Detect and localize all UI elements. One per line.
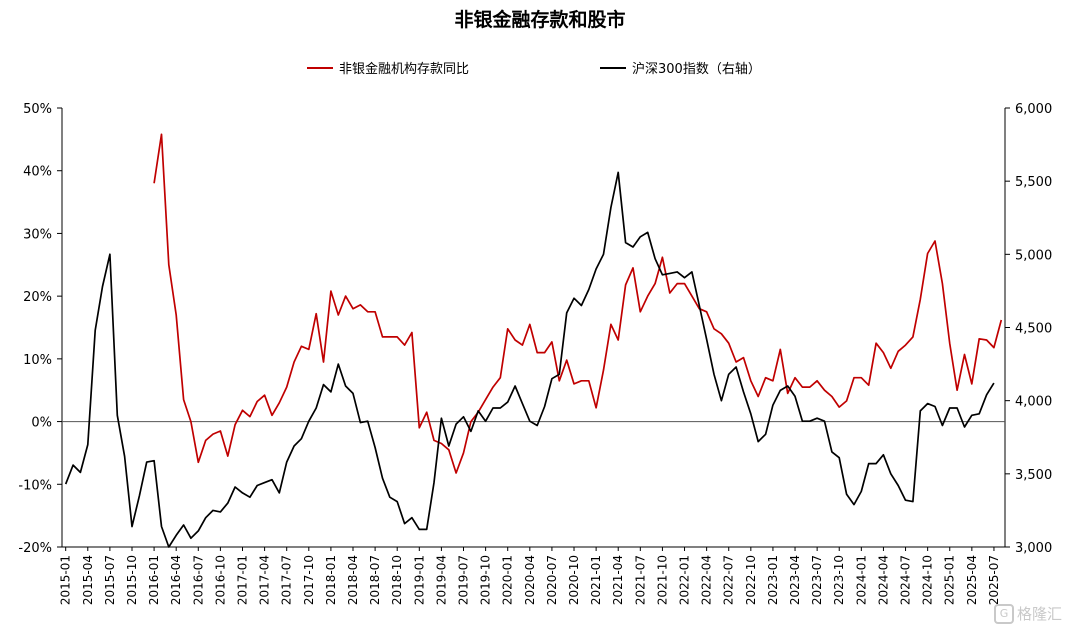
series-lines bbox=[64, 133, 1003, 548]
x-tick-label: 2023-04 bbox=[788, 555, 802, 605]
x-tick-label: 2019-10 bbox=[479, 555, 493, 605]
x-tick-label: 2019-04 bbox=[434, 555, 448, 605]
x-tick-label: 2018-01 bbox=[324, 555, 338, 605]
x-tick-label: 2020-10 bbox=[567, 555, 581, 605]
series-line-csi300 bbox=[64, 171, 995, 548]
x-tick-label: 2023-01 bbox=[766, 555, 780, 605]
watermark: G 格隆汇 bbox=[993, 603, 1062, 624]
x-tick-label: 2025-04 bbox=[965, 555, 979, 605]
x-tick-label: 2021-04 bbox=[611, 555, 625, 605]
x-tick-label: 2022-01 bbox=[678, 555, 692, 605]
x-tick-label: 2019-07 bbox=[457, 555, 471, 605]
left-tick-label: 40% bbox=[23, 165, 52, 180]
x-tick-label: 2018-10 bbox=[390, 555, 404, 605]
x-tick-label: 2021-01 bbox=[589, 555, 603, 605]
right-tick-label: 5,500 bbox=[1015, 175, 1052, 190]
left-tick-label: 0% bbox=[31, 416, 52, 431]
x-tick-label: 2022-07 bbox=[722, 555, 736, 605]
x-axis-ticks: 2015-01 2015-04 2015-07 2015-10 2016-01 2016-… bbox=[59, 547, 1001, 605]
x-tick-label: 2018-07 bbox=[368, 555, 382, 605]
left-tick-label: 10% bbox=[23, 353, 52, 368]
x-tick-label: 2015-10 bbox=[125, 555, 139, 605]
x-tick-label: 2023-10 bbox=[832, 555, 846, 605]
x-tick-label: 2021-07 bbox=[633, 555, 647, 605]
x-tick-label: 2015-04 bbox=[81, 555, 95, 605]
x-tick-label: 2022-10 bbox=[744, 555, 758, 605]
x-tick-label: 2015-01 bbox=[59, 555, 73, 605]
x-tick-label: 2019-01 bbox=[412, 555, 426, 605]
right-tick-label: 5,000 bbox=[1015, 248, 1052, 263]
chart-title: 非银金融存款和股市 bbox=[454, 8, 625, 31]
left-tick-label: 30% bbox=[23, 227, 52, 242]
x-tick-label: 2016-04 bbox=[169, 555, 183, 605]
x-tick-label: 2016-01 bbox=[147, 555, 161, 605]
x-tick-label: 2023-07 bbox=[810, 555, 824, 605]
x-tick-label: 2024-01 bbox=[854, 555, 868, 605]
x-tick-label: 2020-07 bbox=[545, 555, 559, 605]
left-axis-ticks: -20% -10% 0% 10% 20% 30% 40% 50% bbox=[18, 102, 62, 556]
x-tick-label: 2017-07 bbox=[280, 555, 294, 605]
left-tick-label: -10% bbox=[18, 478, 52, 493]
x-tick-label: 2024-04 bbox=[876, 555, 890, 605]
left-tick-label: 50% bbox=[23, 102, 52, 117]
x-tick-label: 2017-01 bbox=[235, 555, 249, 605]
right-axis-ticks: 3,000 3,500 4,000 4,500 5,000 5,500 6,000 bbox=[1005, 102, 1052, 556]
left-tick-label: 20% bbox=[23, 290, 52, 305]
right-tick-label: 6,000 bbox=[1015, 102, 1052, 117]
right-tick-label: 4,000 bbox=[1015, 395, 1052, 410]
gelonghui-logo-icon: G bbox=[993, 604, 1014, 624]
x-tick-label: 2017-10 bbox=[302, 555, 316, 605]
series-line-deposits bbox=[153, 133, 1003, 474]
legend-label-csi300: 沪深300指数（右轴） bbox=[632, 61, 761, 77]
x-tick-label: 2020-01 bbox=[501, 555, 515, 605]
x-tick-label: 2025-01 bbox=[943, 555, 957, 605]
legend-label-deposits: 非银金融机构存款同比 bbox=[339, 61, 469, 77]
x-tick-label: 2022-04 bbox=[700, 555, 714, 605]
x-tick-label: 2020-04 bbox=[523, 555, 537, 605]
x-tick-label: 2024-10 bbox=[921, 555, 935, 605]
right-tick-label: 3,500 bbox=[1015, 468, 1052, 483]
x-tick-label: 2017-04 bbox=[258, 555, 272, 605]
x-tick-label: 2016-10 bbox=[213, 555, 227, 605]
right-tick-label: 4,500 bbox=[1015, 322, 1052, 337]
x-tick-label: 2016-07 bbox=[191, 555, 205, 605]
x-tick-label: 2021-10 bbox=[655, 555, 669, 605]
x-tick-label: 2024-07 bbox=[899, 555, 913, 605]
x-tick-label: 2015-07 bbox=[103, 555, 117, 605]
x-tick-label: 2018-04 bbox=[346, 555, 360, 605]
right-tick-label: 3,000 bbox=[1015, 541, 1052, 556]
left-tick-label: -20% bbox=[18, 541, 52, 556]
legend: 非银金融机构存款同比 沪深300指数（右轴） bbox=[307, 61, 761, 77]
x-tick-label: 2025-07 bbox=[987, 555, 1001, 605]
watermark-text: 格隆汇 bbox=[1016, 604, 1062, 623]
